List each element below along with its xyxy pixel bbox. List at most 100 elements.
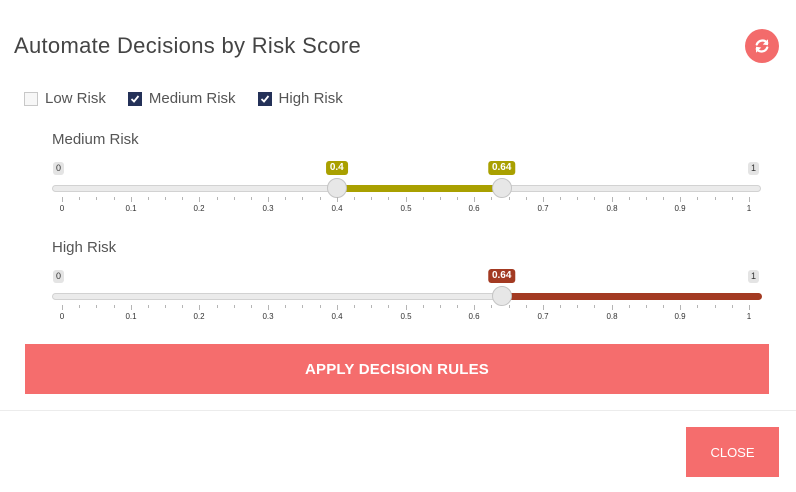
high-risk-slider-track[interactable] bbox=[52, 293, 762, 300]
checkbox-label: High Risk bbox=[278, 90, 343, 107]
tick-label: 0.1 bbox=[125, 312, 137, 321]
medium-risk-slider-title: Medium Risk bbox=[52, 131, 139, 148]
tick-label: 0.4 bbox=[331, 312, 343, 321]
tick-label: 0.9 bbox=[674, 312, 686, 321]
minor-tick bbox=[491, 197, 492, 200]
major-tick bbox=[131, 197, 132, 202]
tick-label: 0 bbox=[59, 312, 65, 321]
minor-tick bbox=[96, 305, 97, 308]
major-tick bbox=[406, 197, 407, 202]
tick-label: 0.6 bbox=[468, 312, 480, 321]
major-tick bbox=[199, 197, 200, 202]
high-risk-from-handle[interactable] bbox=[491, 286, 512, 306]
high-risk-slider-title: High Risk bbox=[52, 239, 117, 256]
minor-tick bbox=[732, 305, 733, 308]
minor-tick bbox=[251, 197, 252, 200]
minor-tick bbox=[285, 305, 286, 308]
minor-tick bbox=[114, 197, 115, 200]
checkbox-box[interactable] bbox=[24, 91, 38, 106]
minor-tick bbox=[577, 197, 578, 200]
tick-label: 0.5 bbox=[400, 204, 412, 213]
refresh-button[interactable] bbox=[745, 29, 779, 63]
tick-label: 0.7 bbox=[537, 204, 549, 213]
slider-min-label: 0 bbox=[53, 270, 65, 283]
minor-tick bbox=[560, 305, 561, 308]
tick-label: 1 bbox=[746, 312, 752, 321]
minor-tick bbox=[509, 305, 510, 308]
major-tick bbox=[612, 305, 613, 310]
tick-label: 0.4 bbox=[331, 204, 343, 213]
minor-tick bbox=[371, 305, 372, 308]
major-tick bbox=[406, 305, 407, 310]
tick-label: 0 bbox=[59, 204, 65, 213]
minor-tick bbox=[715, 305, 716, 308]
tick-label: 0.2 bbox=[193, 312, 205, 321]
minor-tick bbox=[79, 197, 80, 200]
tick-label: 0.9 bbox=[674, 204, 686, 213]
major-tick bbox=[62, 305, 63, 310]
checkbox-medium-risk[interactable]: Medium Risk bbox=[127, 90, 236, 107]
tick-label: 0.8 bbox=[606, 204, 618, 213]
medium-risk-slider-range bbox=[337, 185, 503, 192]
checkmark-icon bbox=[130, 94, 140, 103]
minor-tick bbox=[234, 197, 235, 200]
minor-tick bbox=[663, 197, 664, 200]
close-button[interactable]: CLOSE bbox=[686, 427, 779, 477]
major-tick bbox=[337, 305, 338, 310]
minor-tick bbox=[302, 197, 303, 200]
major-tick bbox=[474, 305, 475, 310]
checkbox-high-risk[interactable]: High Risk bbox=[257, 90, 343, 107]
refresh-icon bbox=[755, 39, 769, 53]
checkbox-box[interactable] bbox=[127, 91, 142, 106]
high-risk-slider-range bbox=[502, 293, 762, 300]
tick-label: 0.5 bbox=[400, 312, 412, 321]
major-tick bbox=[612, 197, 613, 202]
minor-tick bbox=[594, 197, 595, 200]
slider-max-label: 1 bbox=[748, 270, 760, 283]
major-tick bbox=[749, 197, 750, 202]
minor-tick bbox=[440, 197, 441, 200]
minor-tick bbox=[354, 197, 355, 200]
tick-label: 1 bbox=[746, 204, 752, 213]
tick-label: 0.3 bbox=[262, 204, 274, 213]
major-tick bbox=[268, 305, 269, 310]
major-tick bbox=[474, 197, 475, 202]
minor-tick bbox=[715, 197, 716, 200]
tick-label: 0.1 bbox=[125, 204, 137, 213]
minor-tick bbox=[526, 305, 527, 308]
medium-risk-to-handle[interactable] bbox=[491, 178, 512, 198]
minor-tick bbox=[320, 305, 321, 308]
minor-tick bbox=[234, 305, 235, 308]
major-tick bbox=[543, 305, 544, 310]
minor-tick bbox=[594, 305, 595, 308]
minor-tick bbox=[371, 197, 372, 200]
minor-tick bbox=[526, 197, 527, 200]
dialog-title: Automate Decisions by Risk Score bbox=[14, 33, 362, 58]
medium-risk-from-handle[interactable] bbox=[326, 178, 347, 198]
apply-decision-rules-button[interactable]: APPLY DECISION RULES bbox=[25, 344, 769, 394]
minor-tick bbox=[577, 305, 578, 308]
tick-label: 0.8 bbox=[606, 312, 618, 321]
minor-tick bbox=[114, 305, 115, 308]
minor-tick bbox=[388, 305, 389, 308]
minor-tick bbox=[440, 305, 441, 308]
minor-tick bbox=[148, 197, 149, 200]
risk-filter-checkboxes: Low Risk Medium Risk High Risk bbox=[24, 90, 365, 107]
medium-risk-slider-track[interactable] bbox=[52, 185, 761, 192]
medium-risk-from-value: 0.4 bbox=[325, 161, 348, 175]
minor-tick bbox=[646, 197, 647, 200]
slider-min-label: 0 bbox=[53, 162, 65, 175]
slider-max-label: 1 bbox=[748, 162, 760, 175]
minor-tick bbox=[629, 305, 630, 308]
minor-tick bbox=[423, 305, 424, 308]
minor-tick bbox=[302, 305, 303, 308]
checkbox-box[interactable] bbox=[257, 91, 272, 106]
minor-tick bbox=[165, 305, 166, 308]
major-tick bbox=[680, 197, 681, 202]
minor-tick bbox=[217, 305, 218, 308]
major-tick bbox=[199, 305, 200, 310]
checkbox-low-risk[interactable]: Low Risk bbox=[24, 90, 106, 107]
major-tick bbox=[131, 305, 132, 310]
tick-label: 0.2 bbox=[193, 204, 205, 213]
checkbox-label: Low Risk bbox=[45, 90, 106, 107]
